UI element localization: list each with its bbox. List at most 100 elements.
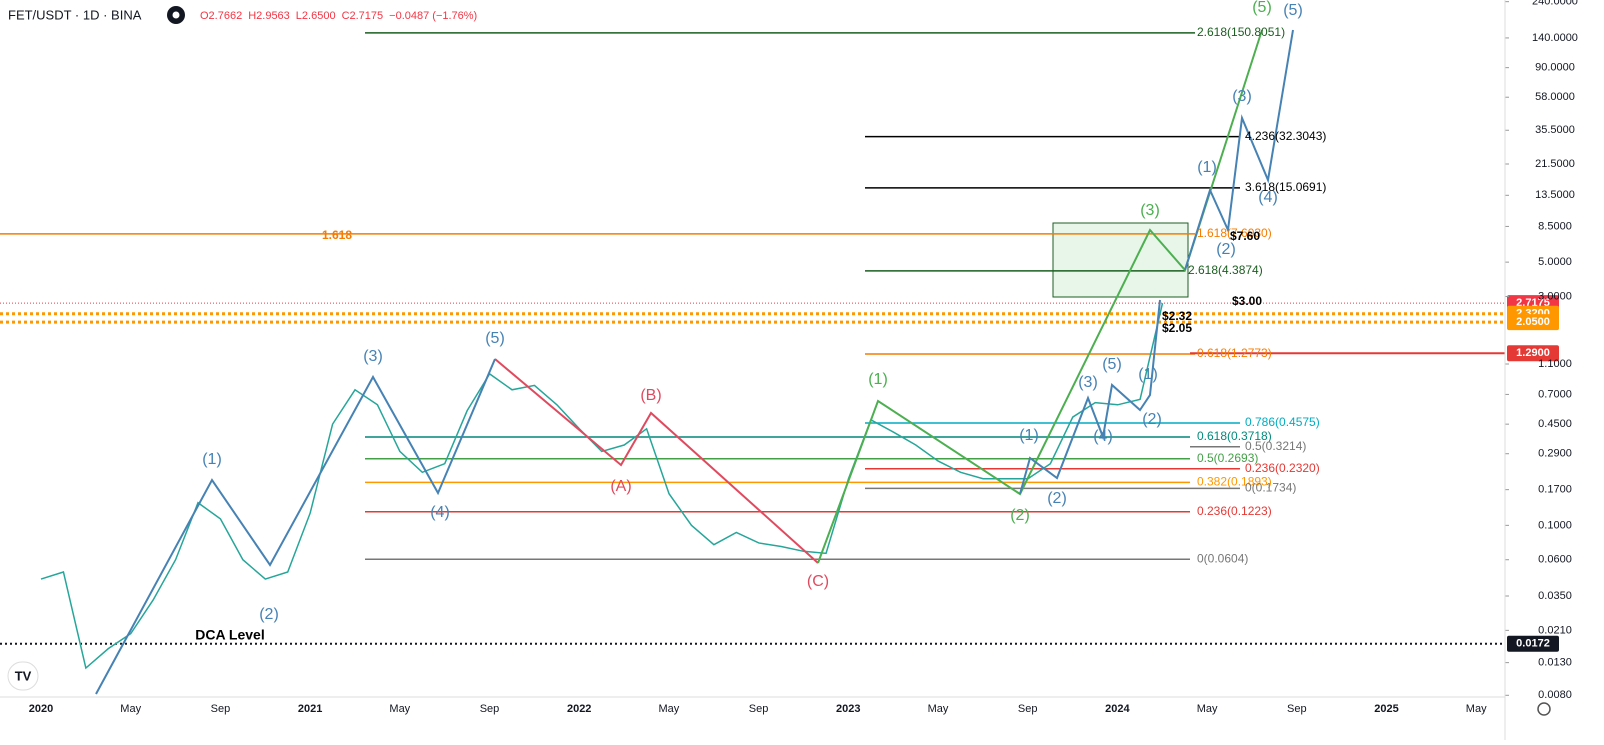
status-icon-dot (172, 11, 180, 19)
annotation: 1.618 (322, 228, 352, 242)
price-badge-label: 2.0500 (1516, 316, 1550, 328)
wave-label: (1) (868, 371, 888, 388)
x-tick-label: Sep (749, 703, 769, 715)
target-box (1052, 222, 1189, 298)
wave-label: (2) (259, 606, 279, 623)
x-tick-label: May (120, 703, 141, 715)
wave-label: (4) (1093, 428, 1113, 445)
fib-label: 0.5(0.3214) (1245, 439, 1306, 453)
fib-label: 2.618(150.8051) (1197, 25, 1285, 39)
y-tick-label: 21.5000 (1535, 158, 1575, 170)
wave-label: (3) (1232, 88, 1252, 105)
wave-label: (5) (1283, 2, 1303, 19)
wave-label: (3) (363, 348, 383, 365)
y-axis-bg (1505, 0, 1604, 740)
settings-icon[interactable] (1537, 702, 1551, 716)
wave-label: (5) (1102, 356, 1122, 373)
wave-label: (4) (1258, 189, 1278, 206)
annotation: DCA Level (195, 627, 265, 643)
y-tick-label: 90.0000 (1535, 62, 1575, 74)
x-tick-label: Sep (1287, 703, 1307, 715)
fib-label: 2.618(4.3874) (1188, 263, 1263, 277)
wave-label: (3) (1140, 202, 1160, 219)
ohlc-value: L2.6500 (296, 10, 336, 22)
ohlc-value: C2.7175 (342, 10, 384, 22)
y-tick-label: 140.0000 (1532, 32, 1578, 44)
y-tick-label: 8.5000 (1538, 220, 1572, 232)
y-tick-label: 0.4500 (1538, 418, 1572, 430)
y-tick-label: 5.0000 (1538, 256, 1572, 268)
x-tick-label: 2020 (29, 703, 53, 715)
symbol: FET/USDT · 1D · BINA (8, 7, 142, 22)
price-line-series (40, 302, 1164, 670)
price-badge (1507, 635, 1559, 652)
ohlc: O2.7662 H2.9563 L2.6500 C2.7175 (200, 10, 383, 22)
wave-label: (3) (1078, 374, 1098, 391)
x-tick-label: 2022 (567, 703, 591, 715)
labels: 2.618(150.8051) 4.236(32.3043) 3.618(15.06… (195, 0, 1326, 643)
annotation: $2.32 (1162, 309, 1192, 323)
fib-label: 0.618(0.3718) (1197, 429, 1272, 443)
y-tick-label: 0.7000 (1538, 388, 1572, 400)
x-tick-label: May (1466, 703, 1487, 715)
wave-label: (A) (610, 478, 631, 495)
levels (0, 32, 1505, 645)
price-badge (1507, 314, 1559, 331)
logo-mark: TV (15, 668, 32, 683)
fib-label: 4.236(32.3043) (1245, 129, 1326, 143)
price-badge-label: 0.0172 (1516, 638, 1550, 650)
y-tick-label: 13.5000 (1535, 189, 1575, 201)
wave-label: (C) (807, 573, 829, 590)
y-tick-label: 58.0000 (1535, 91, 1575, 103)
wave-label: (2) (1216, 241, 1236, 258)
wave-path (1019, 299, 1161, 495)
x-axis-bg (0, 697, 1505, 740)
x-tick-label: May (389, 703, 410, 715)
logo (7, 661, 39, 691)
y-tick-label: 240.0000 (1532, 0, 1578, 8)
wave-label: (4) (430, 504, 450, 521)
wave-path (95, 358, 496, 695)
y-tick-label: 0.0600 (1538, 554, 1572, 566)
wave-path (1184, 29, 1294, 271)
y-tick-label: 3.0000 (1538, 290, 1572, 302)
fib-label: 0.236(0.1223) (1197, 504, 1272, 518)
wave-label: (1) (1019, 427, 1039, 444)
annotation: $2.05 (1162, 321, 1192, 335)
x-tick-label: May (1197, 703, 1218, 715)
wave-path (494, 358, 819, 564)
x-tick-label: 2023 (836, 703, 860, 715)
y-tick-label: 1.1000 (1538, 358, 1572, 370)
fib-label: 3.618(15.0691) (1245, 180, 1326, 194)
x-tick-label: 2024 (1105, 703, 1130, 715)
price-badge-label: 1.2900 (1516, 347, 1550, 359)
wave-label: (2) (1142, 411, 1162, 428)
y-tick-label: 35.5000 (1535, 124, 1575, 136)
price (40, 302, 1164, 670)
y-tick-label: 0.2900 (1538, 448, 1572, 460)
fib-label: 0.786(0.4575) (1245, 415, 1320, 429)
annotation: $7.60 (1230, 229, 1260, 243)
y-tick-label: 0.0130 (1538, 657, 1572, 669)
wave-label: (5) (1252, 0, 1272, 16)
fib-label: 0(0.0604) (1197, 551, 1248, 565)
fib-label: 0.5(0.2693) (1197, 451, 1258, 465)
fib-label: 0(0.1734) (1245, 480, 1296, 494)
x-tick-label: Sep (211, 703, 231, 715)
x-tick-label: 2021 (298, 703, 322, 715)
x-tick-label: 2025 (1374, 703, 1398, 715)
wave-label: (B) (640, 387, 661, 404)
change: −0.0487 (−1.76%) (389, 10, 477, 22)
y-tick-label: 0.1700 (1538, 484, 1572, 496)
x-tick-label: May (928, 703, 949, 715)
axes: 2.71752.32002.05001.29000.0172240.000014… (0, 0, 1578, 740)
wave-label: (2) (1010, 507, 1030, 524)
annotation: $3.00 (1232, 294, 1262, 308)
fib-label: 0.236(0.2320) (1245, 461, 1320, 475)
y-tick-label: 0.0350 (1538, 590, 1572, 602)
x-tick-label: Sep (1018, 703, 1038, 715)
y-tick-label: 0.0210 (1538, 624, 1572, 636)
x-tick-label: May (659, 703, 680, 715)
y-tick-label: 0.1000 (1538, 519, 1572, 531)
